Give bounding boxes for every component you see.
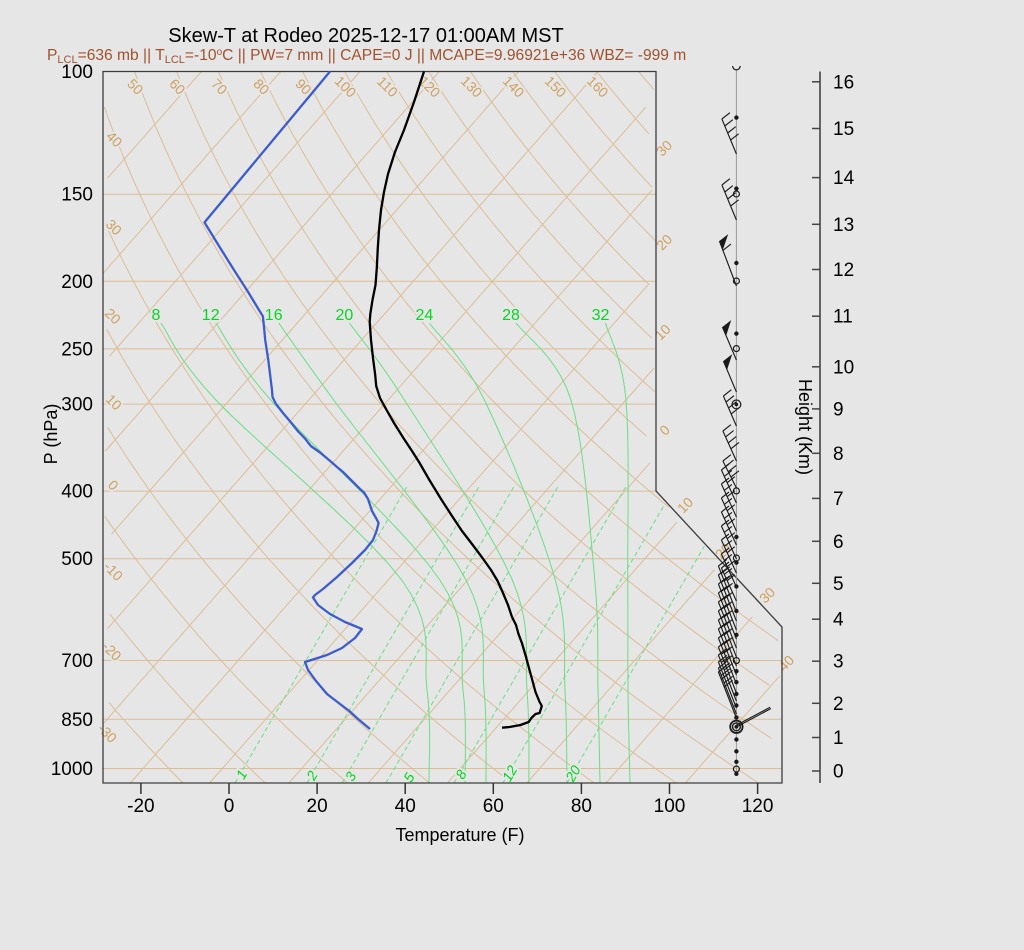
svg-text:11: 11 <box>833 307 853 328</box>
svg-text:40: 40 <box>395 796 416 817</box>
svg-text:1: 1 <box>833 728 844 749</box>
svg-text:20: 20 <box>307 796 328 817</box>
svg-text:14: 14 <box>833 168 855 189</box>
svg-text:500: 500 <box>61 549 93 570</box>
svg-text:100: 100 <box>61 62 93 83</box>
svg-text:0: 0 <box>833 762 844 783</box>
svg-text:32: 32 <box>592 307 610 324</box>
svg-text:20: 20 <box>336 307 354 324</box>
svg-text:8: 8 <box>833 444 844 465</box>
svg-text:250: 250 <box>61 339 93 360</box>
svg-text:6: 6 <box>833 532 844 553</box>
svg-text:Skew-T at Rodeo 2025-12-17 01:: Skew-T at Rodeo 2025-12-17 01:00AM MST <box>168 25 563 47</box>
svg-text:100: 100 <box>654 796 686 817</box>
svg-text:5: 5 <box>833 574 844 595</box>
svg-text:300: 300 <box>61 395 93 416</box>
svg-text:850: 850 <box>61 710 93 731</box>
svg-text:13: 13 <box>833 215 854 236</box>
svg-text:150: 150 <box>61 185 93 206</box>
svg-text:15: 15 <box>833 119 854 140</box>
svg-text:8: 8 <box>151 307 160 324</box>
svg-text:-20: -20 <box>127 796 154 817</box>
svg-text:16: 16 <box>833 72 854 93</box>
svg-text:10: 10 <box>833 357 854 378</box>
svg-text:12: 12 <box>833 260 854 281</box>
svg-text:P (hPa): P (hPa) <box>41 404 61 465</box>
svg-text:Height (Km): Height (Km) <box>795 379 815 475</box>
svg-text:2: 2 <box>833 694 844 715</box>
svg-text:12: 12 <box>202 307 220 324</box>
svg-text:400: 400 <box>61 482 93 503</box>
svg-text:1000: 1000 <box>51 759 93 780</box>
svg-text:16: 16 <box>265 307 283 324</box>
svg-text:28: 28 <box>502 307 520 324</box>
svg-text:9: 9 <box>833 399 844 420</box>
svg-text:3: 3 <box>833 652 844 673</box>
svg-text:700: 700 <box>61 651 93 672</box>
svg-text:60: 60 <box>483 796 504 817</box>
svg-text:24: 24 <box>416 307 434 324</box>
svg-text:PLCL=636 mb || TLCL=-10oC || P: PLCL=636 mb || TLCL=-10oC || PW=7 mm || … <box>47 47 686 66</box>
svg-text:80: 80 <box>571 796 592 817</box>
svg-text:0: 0 <box>224 796 235 817</box>
svg-text:7: 7 <box>833 489 844 510</box>
svg-text:120: 120 <box>742 796 774 817</box>
svg-text:4: 4 <box>833 610 844 631</box>
svg-text:200: 200 <box>61 272 93 293</box>
svg-text:Temperature (F): Temperature (F) <box>395 825 524 845</box>
